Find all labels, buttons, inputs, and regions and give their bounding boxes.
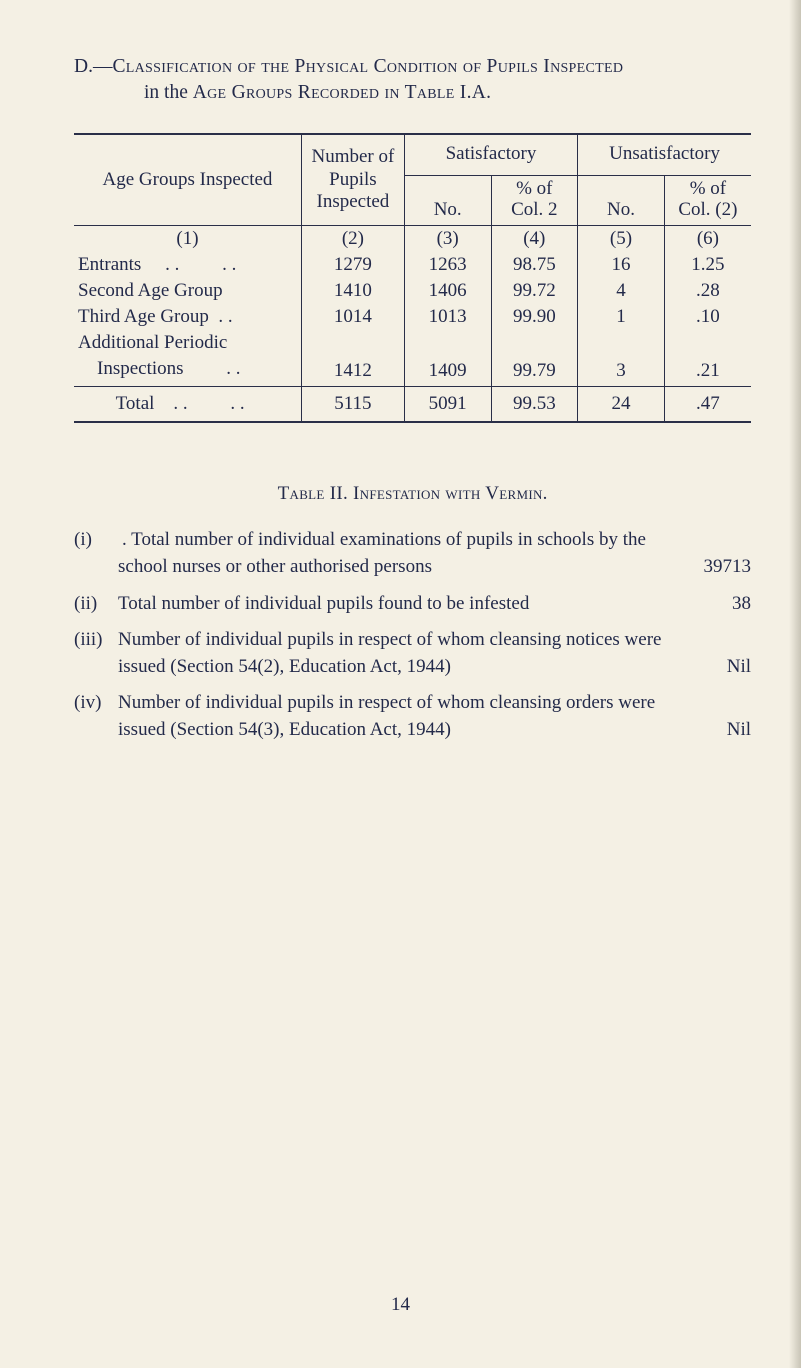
classification-table: Age Groups Inspected Number of Pupils In… xyxy=(74,135,751,424)
row-label: Third Age Group . . xyxy=(74,304,301,330)
th-pct-of-1: % of xyxy=(516,178,552,199)
list-item: (iii) Number of individual pupils in res… xyxy=(74,627,751,680)
list-item: (i) . Total number of individual examina… xyxy=(74,527,751,580)
page: D.—Classification of the Physical Condit… xyxy=(0,0,801,1368)
row-label: Entrants . . . . xyxy=(74,252,301,278)
table-2-name: Infestation with Vermin xyxy=(353,483,543,504)
item-text: Total number of individual pupils found … xyxy=(118,591,687,618)
total-c5: 24 xyxy=(578,387,665,423)
th-satisfactory: Satisfactory xyxy=(404,135,577,176)
item-number: (iii) xyxy=(74,627,118,680)
table-2-suffix: . xyxy=(543,483,548,504)
row-c6: 1.25 xyxy=(664,252,751,278)
row-c5: 1 xyxy=(578,304,665,330)
item-text: Number of individual pupils in respect o… xyxy=(118,690,687,743)
table-row: Additional Periodic xyxy=(74,330,751,356)
row-c5: 16 xyxy=(578,252,665,278)
row-c2: 1279 xyxy=(301,252,404,278)
item-value: 38 xyxy=(687,591,751,618)
item-number: (ii) xyxy=(74,591,118,618)
table-row: Entrants . . . . 1279 1263 98.75 16 1.25 xyxy=(74,252,751,278)
row-c6: .28 xyxy=(664,278,751,304)
row-c4 xyxy=(491,330,578,356)
th-unsat-no: No. xyxy=(578,175,665,226)
heading-line2-sc: Age Groups Recorded in Table I.A. xyxy=(193,82,492,103)
row-c6 xyxy=(664,330,751,356)
row-c5: 4 xyxy=(578,278,665,304)
row-c5 xyxy=(578,330,665,356)
heading-line-1: D.—Classification of the Physical Condit… xyxy=(74,54,751,80)
row-c3: 1263 xyxy=(404,252,491,278)
classification-table-wrapper: Age Groups Inspected Number of Pupils In… xyxy=(74,133,751,424)
row-label: Additional Periodic xyxy=(74,330,301,356)
item-text: . Total number of individual examination… xyxy=(118,527,687,580)
row-c4: 98.75 xyxy=(491,252,578,278)
th-unsatisfactory: Unsatisfactory xyxy=(578,135,751,176)
row-label: Second Age Group xyxy=(74,278,301,304)
colnum-3: (3) xyxy=(404,226,491,253)
total-c2: 5115 xyxy=(301,387,404,423)
table-row: Second Age Group 1410 1406 99.72 4 .28 xyxy=(74,278,751,304)
th-col2-1: Col. 2 xyxy=(511,199,557,220)
total-c4: 99.53 xyxy=(491,387,578,423)
item-value: 39713 xyxy=(687,554,751,581)
page-number: 14 xyxy=(0,1294,801,1316)
heading-prefix: D.— xyxy=(74,56,112,77)
th-unsat-pct: % of Col. (2) xyxy=(664,175,751,226)
item-number: (i) xyxy=(74,527,118,580)
list-item: (ii) Total number of individual pupils f… xyxy=(74,591,751,618)
row-c3: 1013 xyxy=(404,304,491,330)
th-num-pupils-l2: Pupils xyxy=(329,169,377,190)
th-num-pupils-l3: Inspected xyxy=(317,191,390,212)
table-2-title: Table II. Infestation with Vermin. xyxy=(74,483,751,505)
item-under: . xyxy=(122,529,127,550)
th-sat-no: No. xyxy=(404,175,491,226)
th-num-pupils: Number of Pupils Inspected xyxy=(301,135,404,226)
item-number: (iv) xyxy=(74,690,118,743)
row-c4: 99.79 xyxy=(491,356,578,387)
row-c3: 1409 xyxy=(404,356,491,387)
total-c6: .47 xyxy=(664,387,751,423)
row-c4: 99.72 xyxy=(491,278,578,304)
colnum-4: (4) xyxy=(491,226,578,253)
page-right-shadow xyxy=(789,0,801,1368)
row-c2: 1014 xyxy=(301,304,404,330)
table-row: Third Age Group . . 1014 1013 99.90 1 .1… xyxy=(74,304,751,330)
row-c5: 3 xyxy=(578,356,665,387)
row-c2: 1412 xyxy=(301,356,404,387)
th-age-groups: Age Groups Inspected xyxy=(74,135,301,226)
heading-line1-sc: Classification of the Physical Condition… xyxy=(112,56,623,77)
th-col2-2: Col. (2) xyxy=(678,199,737,220)
item-body: Total number of individual examinations … xyxy=(118,529,646,577)
item-text: Number of individual pupils in respect o… xyxy=(118,627,687,680)
table-2-prefix: Table II. xyxy=(278,483,353,504)
th-sat-pct: % of Col. 2 xyxy=(491,175,578,226)
item-value: Nil xyxy=(687,654,751,681)
row-c6: .21 xyxy=(664,356,751,387)
heading-line-2: in the Age Groups Recorded in Table I.A. xyxy=(74,80,751,106)
th-pct-of-2: % of xyxy=(690,178,726,199)
total-row: Total . . . . 5115 5091 99.53 24 .47 xyxy=(74,387,751,423)
row-c6: .10 xyxy=(664,304,751,330)
heading-line2-pre: in the xyxy=(144,82,193,103)
row-c2: 1410 xyxy=(301,278,404,304)
total-label: Total . . . . xyxy=(74,387,301,423)
item-value: Nil xyxy=(687,717,751,744)
header-row-1: Age Groups Inspected Number of Pupils In… xyxy=(74,135,751,176)
section-d-heading: D.—Classification of the Physical Condit… xyxy=(74,54,751,107)
colnum-1: (1) xyxy=(74,226,301,253)
row-c3 xyxy=(404,330,491,356)
row-c4: 99.90 xyxy=(491,304,578,330)
table-row: Inspections . . 1412 1409 99.79 3 .21 xyxy=(74,356,751,387)
row-c3: 1406 xyxy=(404,278,491,304)
row-label: Inspections . . xyxy=(74,356,301,387)
row-c2 xyxy=(301,330,404,356)
colnum-2: (2) xyxy=(301,226,404,253)
th-num-pupils-l1: Number of xyxy=(311,146,394,167)
total-c3: 5091 xyxy=(404,387,491,423)
colnum-5: (5) xyxy=(578,226,665,253)
list-item: (iv) Number of individual pupils in resp… xyxy=(74,690,751,743)
colnum-row: (1) (2) (3) (4) (5) (6) xyxy=(74,226,751,253)
colnum-6: (6) xyxy=(664,226,751,253)
